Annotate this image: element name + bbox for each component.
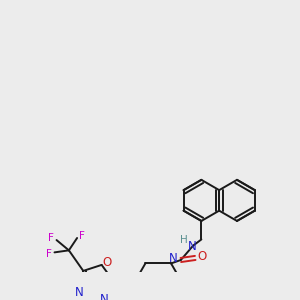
Text: N: N xyxy=(188,240,197,253)
Text: H: H xyxy=(180,236,188,245)
Text: N: N xyxy=(75,286,83,299)
Text: F: F xyxy=(49,233,54,243)
Text: N: N xyxy=(100,293,109,300)
Text: N: N xyxy=(169,252,178,265)
Text: F: F xyxy=(46,249,52,260)
Text: O: O xyxy=(198,250,207,263)
Text: F: F xyxy=(79,231,85,241)
Text: O: O xyxy=(102,256,111,269)
